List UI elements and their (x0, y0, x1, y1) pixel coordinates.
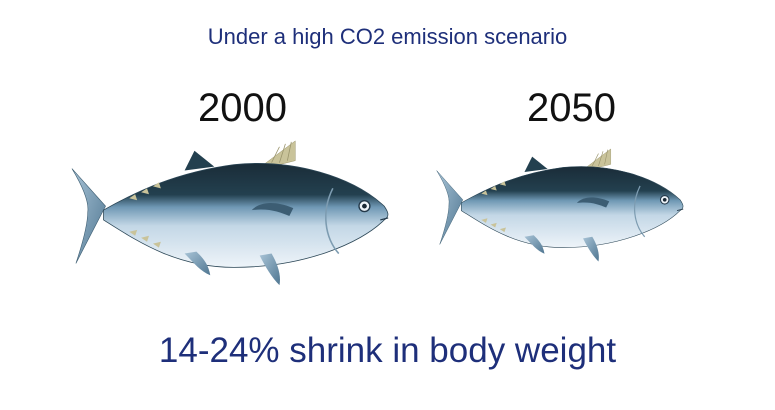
tuna-fish-icon (71, 140, 389, 286)
scenario-subtitle: Under a high CO2 emission scenario (207, 24, 568, 49)
year-label-2000: 2000 (198, 86, 287, 130)
weight-shrink-headline: 14-24% shrink in body weight (158, 331, 617, 370)
year-label-2050: 2050 (527, 86, 616, 130)
tuna-fish-icon (436, 148, 684, 262)
